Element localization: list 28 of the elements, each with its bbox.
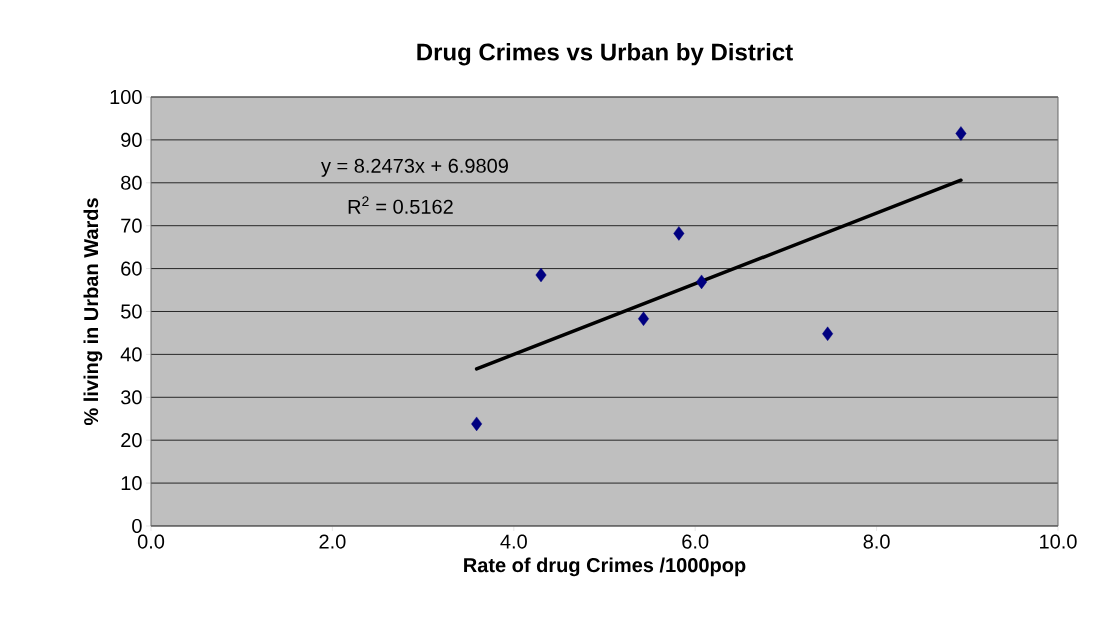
x-tick-label: 8.0 bbox=[863, 534, 890, 549]
y-tick-label: 100 bbox=[110, 89, 142, 105]
x-tick-label: 2.0 bbox=[319, 534, 346, 549]
x-tick-label: 10.0 bbox=[1040, 534, 1077, 549]
chart-title: Drug Crimes vs Urban by District bbox=[417, 42, 793, 66]
point bbox=[673, 226, 685, 241]
x-axis-title: Rate of drug Crimes /1000pop bbox=[464, 557, 746, 577]
x-tick-label: 6.0 bbox=[682, 534, 709, 549]
y-tick-label: 0 bbox=[132, 518, 142, 534]
x-tick-label: 4.0 bbox=[500, 534, 527, 549]
y-tick-label: 60 bbox=[121, 261, 142, 276]
y-tick-label: 90 bbox=[121, 132, 142, 147]
annotation: y = 8.2473x + 6.9809 bbox=[321, 158, 508, 177]
y-tick-label: 50 bbox=[121, 304, 142, 319]
point bbox=[535, 267, 547, 283]
y-tick-label: 40 bbox=[120, 347, 142, 362]
annotation: R$^{2}$ = 0.5162 bbox=[348, 196, 453, 214]
point bbox=[955, 126, 967, 141]
point bbox=[638, 311, 649, 326]
point bbox=[822, 326, 834, 341]
y-axis-title: % living in Urban Wards bbox=[83, 198, 103, 426]
y-tick-label: 80 bbox=[121, 175, 142, 190]
y-tick-label: 10 bbox=[121, 476, 142, 491]
y-tick-label: 70 bbox=[121, 218, 142, 233]
point bbox=[471, 416, 483, 432]
x-tick-label: 0.0 bbox=[137, 534, 165, 549]
y-tick-label: 30 bbox=[121, 390, 142, 405]
y-tick-label: 20 bbox=[121, 433, 142, 448]
